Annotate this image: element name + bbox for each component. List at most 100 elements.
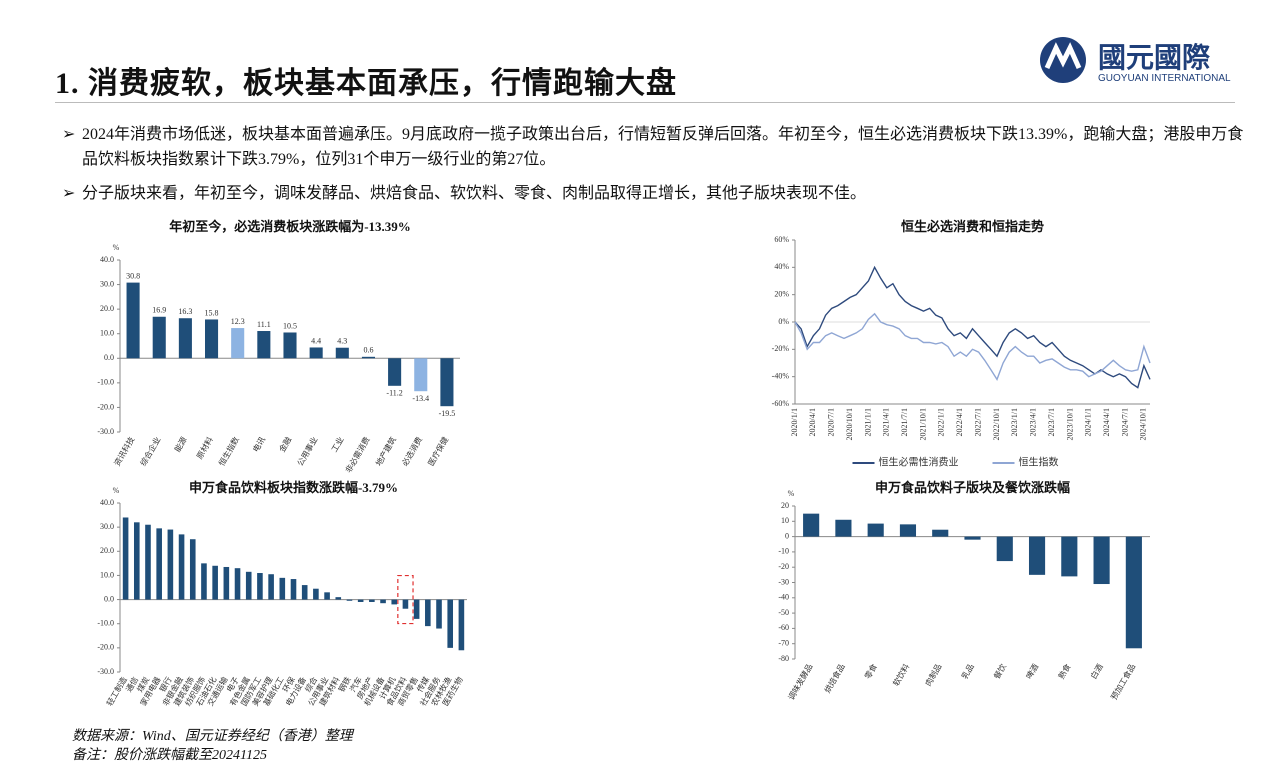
x-tick-label: 2020/10/1 <box>845 408 854 440</box>
x-tick-label: 啤酒 <box>1024 662 1041 681</box>
x-tick-label: 2021/4/1 <box>882 408 891 436</box>
y-tick-label: -80 <box>778 654 789 663</box>
bar <box>178 318 192 359</box>
x-tick-label: 2023/10/1 <box>1065 408 1074 440</box>
y-tick-label: 0% <box>778 317 789 326</box>
x-tick-label: 非必需消费 <box>343 435 372 475</box>
x-tick-label: 公用事业 <box>295 435 320 468</box>
y-tick-label: 20 <box>781 501 789 510</box>
bar <box>223 566 230 600</box>
data-label: 12.3 <box>231 317 245 326</box>
bar <box>279 577 286 600</box>
bar <box>245 571 252 600</box>
bar <box>313 588 319 600</box>
y-tick-label: 0.0 <box>104 353 114 362</box>
x-tick-label: 乳品 <box>959 662 976 681</box>
bar <box>369 599 375 602</box>
y-tick-label: 40.0 <box>100 498 114 507</box>
x-tick-label: 2022/10/1 <box>992 408 1001 440</box>
bar <box>283 332 297 359</box>
bar <box>133 522 140 600</box>
legend-label: 恒生必需性消费业 <box>879 455 959 468</box>
x-tick-label: 资讯科技 <box>112 435 137 468</box>
bar <box>309 347 323 359</box>
x-tick-label: 熟食 <box>1056 662 1073 681</box>
highlight-box <box>397 574 414 625</box>
x-tick-label: 2022/7/1 <box>973 408 982 436</box>
bar <box>964 536 981 540</box>
y-tick-label: 20% <box>774 289 789 298</box>
bar <box>996 536 1013 562</box>
x-tick-label: 软饮料 <box>891 662 912 688</box>
source-note: 数据来源：Wind、国元证券经纪（香港）整理 <box>72 729 353 744</box>
y-tick-label: 20.0 <box>100 546 114 555</box>
y-tick-label: 30.0 <box>100 522 114 531</box>
bar <box>189 539 196 600</box>
axis-unit: % <box>788 489 795 498</box>
x-tick-label: 零食 <box>862 662 879 681</box>
axis-unit: % <box>113 243 120 252</box>
bar <box>380 599 386 604</box>
bar <box>268 574 274 600</box>
bar <box>361 356 375 359</box>
data-label: 16.3 <box>178 307 192 316</box>
y-tick-label: -60 <box>778 623 789 632</box>
logo-subtext: GUOYUAN INTERNATIONAL <box>1098 73 1231 84</box>
x-tick-label: 肉制品 <box>923 662 944 688</box>
x-tick-label: 调味发酵品 <box>786 662 815 702</box>
bar <box>458 599 465 651</box>
bar <box>234 568 241 600</box>
bar <box>335 347 349 359</box>
slide-title: 1. 消费疲软，板块基本面承压，行情跑输大盘 <box>55 67 677 100</box>
bar <box>335 597 342 600</box>
bar <box>231 328 245 359</box>
y-tick-label: -60% <box>772 399 790 408</box>
bar <box>1093 536 1110 585</box>
y-tick-label: -20% <box>772 344 790 353</box>
line-series <box>794 312 1151 381</box>
x-tick-label: 能源 <box>172 435 189 454</box>
x-tick-label: 2021/7/1 <box>900 408 909 436</box>
bar <box>414 358 428 392</box>
bar <box>257 331 271 359</box>
y-tick-label: -10 <box>778 547 789 556</box>
y-tick-label: -30.0 <box>97 427 114 436</box>
data-label: 11.1 <box>257 320 271 329</box>
data-label: 4.3 <box>337 337 347 346</box>
x-tick-label: 2022/1/1 <box>937 408 946 436</box>
bar <box>835 519 852 537</box>
x-tick-label: 原材料 <box>194 435 215 461</box>
bar <box>324 592 330 600</box>
y-tick-label: -40% <box>772 371 790 380</box>
y-tick-label: -20.0 <box>97 643 114 652</box>
bar <box>145 524 151 600</box>
x-tick-label: 金融 <box>277 435 294 454</box>
x-tick-label: 综合企业 <box>138 435 163 468</box>
data-label: -11.2 <box>386 389 402 398</box>
bar <box>1125 536 1142 649</box>
bar <box>346 599 353 601</box>
footnote: 备注：股价涨跌幅截至20241125 <box>72 748 267 763</box>
data-label: 16.9 <box>152 306 166 315</box>
x-tick-label: 轻工制造 <box>104 675 129 708</box>
bar <box>301 585 308 600</box>
bar <box>803 513 820 537</box>
chart-title: 申万食品饮料子版块及餐饮涨跌幅 <box>875 480 1070 495</box>
data-label: -13.4 <box>412 394 429 403</box>
x-tick-label: 2023/4/1 <box>1029 408 1038 436</box>
bar <box>425 599 431 627</box>
data-label: -19.5 <box>439 409 456 418</box>
bar <box>1028 536 1046 575</box>
y-tick-label: 40.0 <box>100 255 114 264</box>
logo-text: 國元國際 <box>1098 41 1211 74</box>
x-tick-label: 恒生指数 <box>216 435 241 468</box>
logo-icon <box>1040 37 1086 83</box>
bar <box>436 599 442 629</box>
x-tick-label: 2022/4/1 <box>955 408 964 436</box>
bar <box>201 563 207 600</box>
bar <box>867 523 884 537</box>
x-tick-label: 2021/10/1 <box>918 408 927 440</box>
y-tick-label: 20.0 <box>100 304 114 313</box>
